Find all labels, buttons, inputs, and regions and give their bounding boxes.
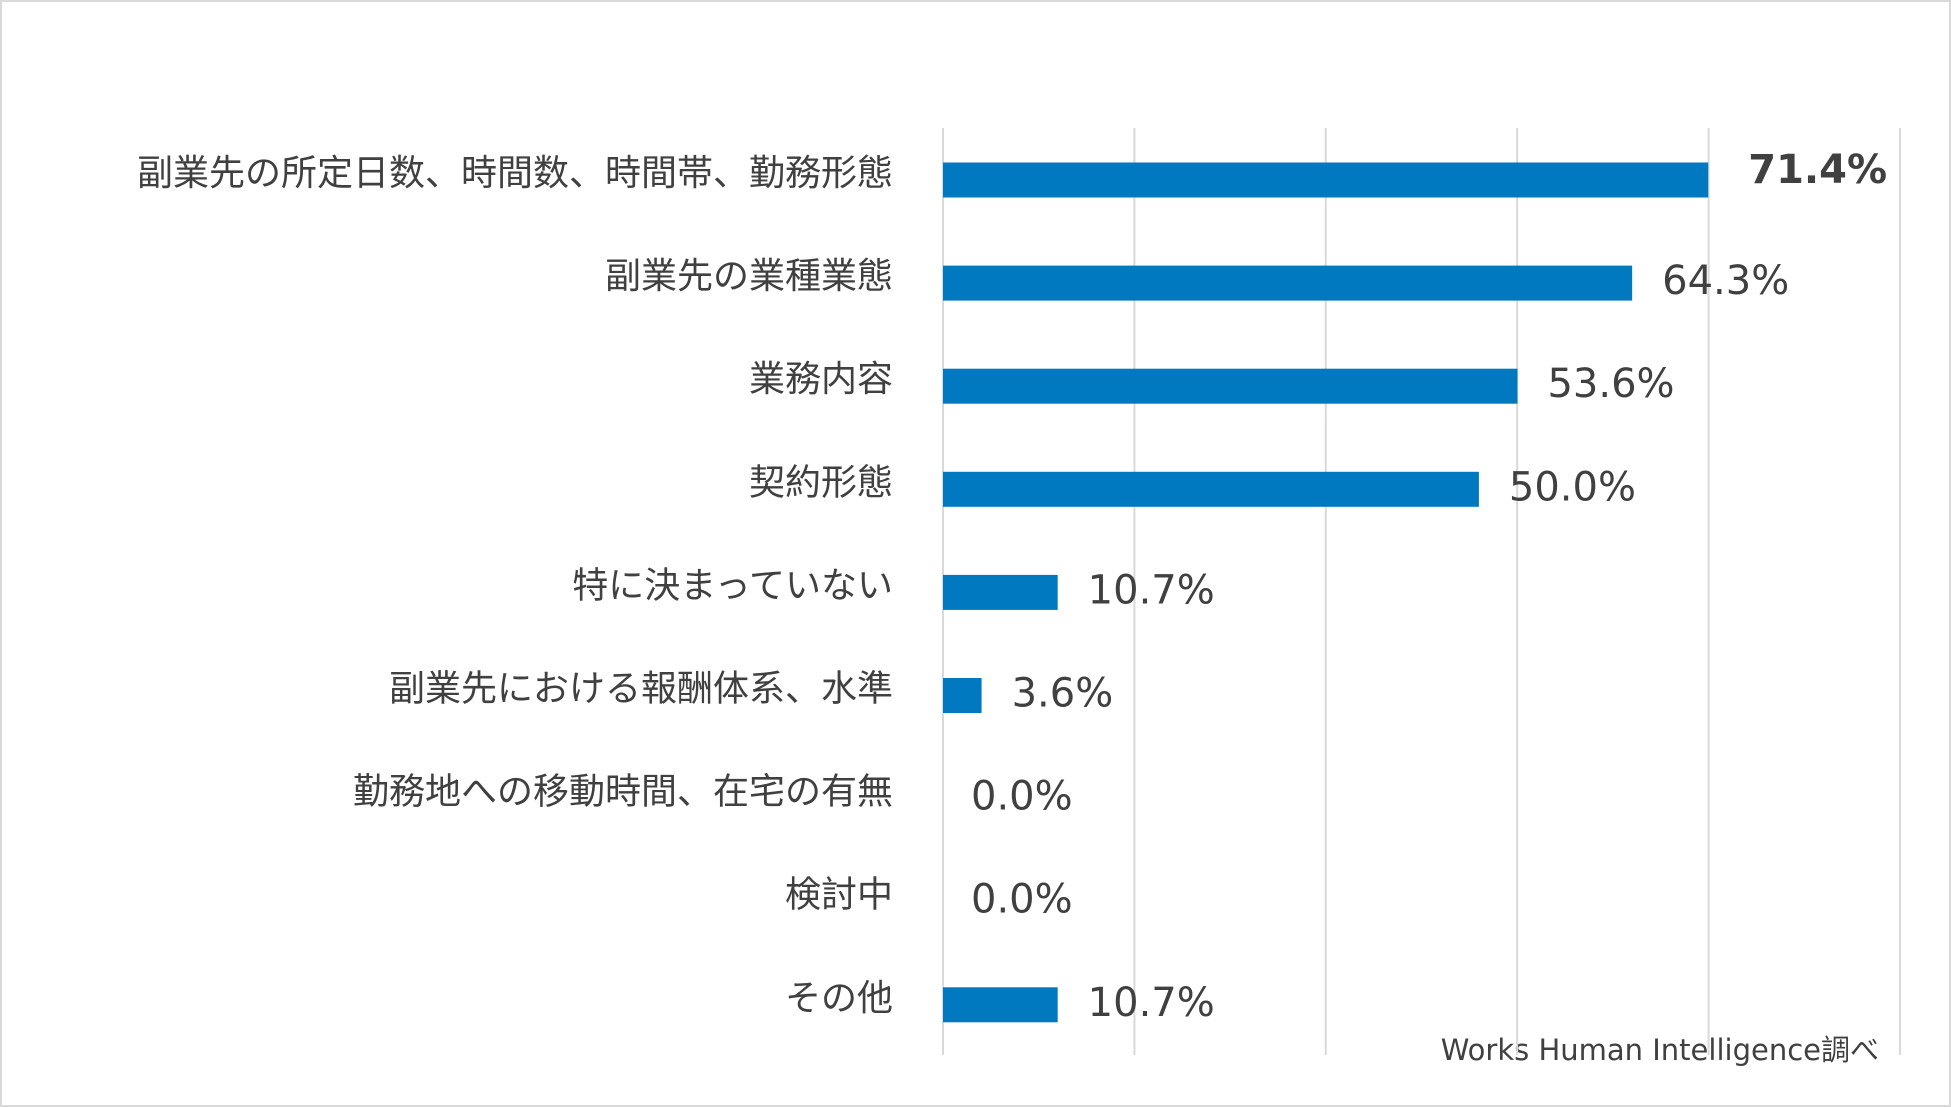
value-label: 0.0% bbox=[971, 774, 1073, 820]
y-tick-label: 勤務地への移動時間、在宅の有無 bbox=[353, 772, 893, 813]
value-label: 71.4% bbox=[1748, 147, 1887, 193]
bar bbox=[943, 471, 1479, 507]
source-note: Works Human Intelligence調べ bbox=[1441, 1033, 1879, 1067]
bar bbox=[943, 678, 982, 713]
value-label: 10.7% bbox=[1088, 980, 1215, 1026]
bar bbox=[943, 265, 1633, 301]
y-tick-label: その他 bbox=[785, 978, 893, 1019]
y-tick-label: 特に決まっていない bbox=[572, 565, 893, 606]
value-label: 3.6% bbox=[1012, 671, 1114, 717]
value-label: 64.3% bbox=[1662, 258, 1789, 304]
value-label: 50.0% bbox=[1509, 464, 1636, 510]
value-label: 10.7% bbox=[1088, 567, 1215, 613]
y-tick-label: 副業先の業種業態 bbox=[605, 256, 893, 297]
bar bbox=[943, 574, 1058, 610]
bar bbox=[943, 368, 1518, 404]
bar bbox=[943, 987, 1058, 1023]
y-tick-label: 契約形態 bbox=[749, 462, 893, 503]
y-tick-label: 副業先の所定日数、時間数、時間帯、勤務形態 bbox=[137, 153, 893, 194]
y-tick-label: 検討中 bbox=[785, 875, 893, 916]
value-label: 53.6% bbox=[1547, 361, 1674, 407]
y-tick-label: 副業先における報酬体系、水準 bbox=[389, 669, 893, 710]
bar bbox=[943, 162, 1709, 198]
y-tick-label: 業務内容 bbox=[749, 359, 893, 400]
value-label: 0.0% bbox=[971, 877, 1073, 923]
